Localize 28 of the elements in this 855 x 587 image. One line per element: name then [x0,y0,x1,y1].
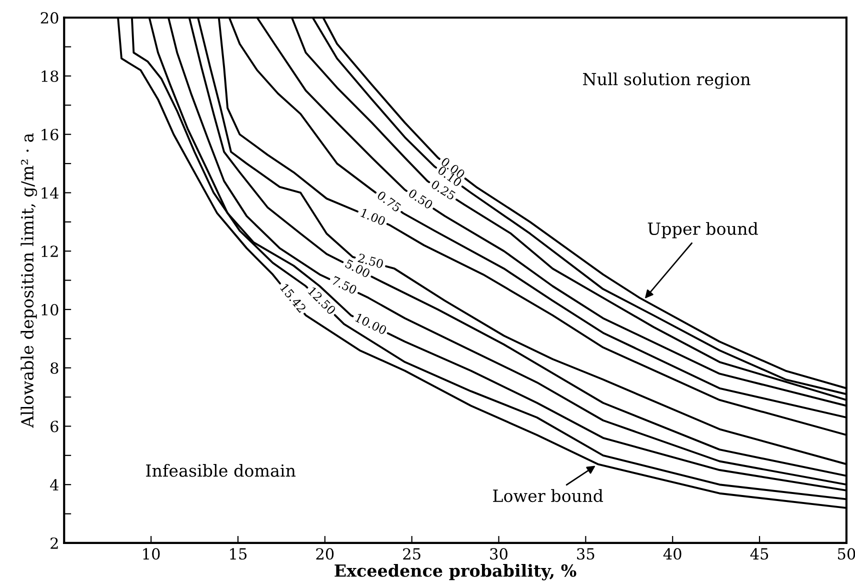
y-tick-label: 8 [50,362,58,374]
text: 7.50 [331,276,358,294]
x-tick-label: 15 [230,548,247,560]
y-tick-label: 2 [50,537,58,549]
y-axis-title: Allowable deposition limit, g/m² · a [20,133,38,428]
y-tick-label: 10 [42,304,58,316]
text: 0.50 [408,188,434,210]
annotation: Upper bound [648,222,758,238]
y-tick-label: 14 [42,187,58,199]
y-tick-label: 6 [50,420,58,432]
annotation: Null solution region [583,72,750,89]
text: 10.00 [354,313,388,335]
x-axis-title: Exceedence probability, % [334,564,576,580]
x-tick-label: 30 [490,548,508,560]
y-tick-label: 12 [42,246,58,257]
y-tick-label: 20 [40,12,58,24]
x-tick-label: 20 [316,548,334,560]
x-tick-label: 10 [143,548,160,560]
x-tick-label: 50 [838,548,855,560]
x-tick-label: 40 [663,548,682,560]
annotation: Infeasible domain [146,464,296,477]
y-tick-label: 4 [50,479,58,490]
x-tick-label: 45 [750,548,768,560]
x-tick-label: 25 [403,548,420,560]
y-tick-label: 16 [42,128,58,140]
annotation: Lower bound [493,489,604,502]
y-tick-label: 18 [42,70,58,82]
x-tick-label: 35 [577,548,594,560]
